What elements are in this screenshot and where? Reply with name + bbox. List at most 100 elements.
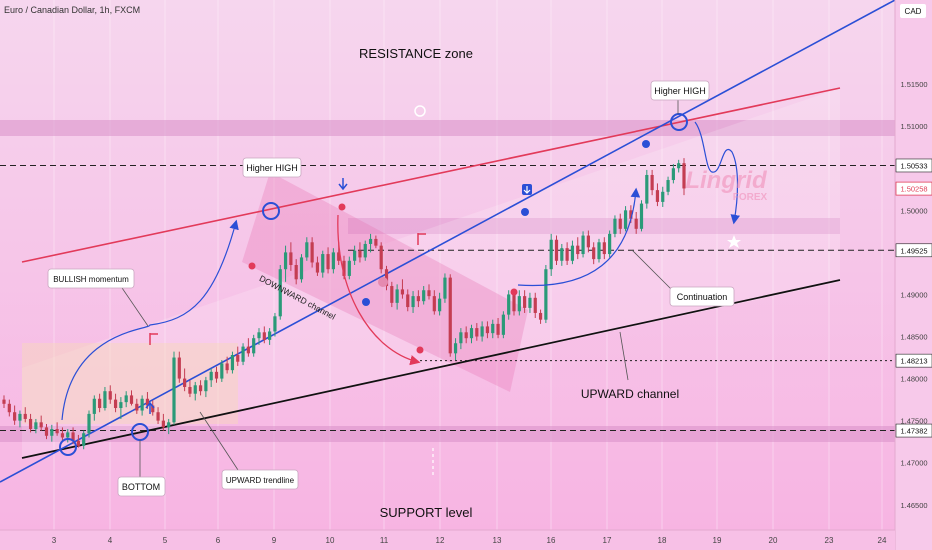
candle — [113, 393, 118, 413]
svg-text:1.47382: 1.47382 — [900, 427, 927, 436]
higher-high-2-callout: Higher HIGH — [650, 80, 710, 101]
svg-text:CAD: CAD — [905, 7, 922, 16]
time-tick-label: 19 — [713, 536, 722, 545]
currency-badge: CAD — [900, 4, 926, 18]
price-tick-label: 1.51500 — [900, 80, 927, 89]
candle — [225, 356, 229, 374]
upward-trendline — [0, 0, 896, 483]
svg-text:Higher HIGH: Higher HIGH — [654, 86, 706, 96]
candle — [549, 233, 553, 276]
time-tick-label: 23 — [825, 536, 834, 545]
svg-text:1.48213: 1.48213 — [900, 357, 927, 366]
candle — [241, 343, 245, 366]
price-axis-panel[interactable] — [895, 0, 932, 550]
candle — [586, 230, 590, 253]
candle — [92, 395, 96, 421]
price-tick-label: 1.47000 — [900, 459, 927, 468]
candle — [422, 286, 426, 305]
bullish-momentum-callout: BULLISH momentum — [47, 268, 135, 289]
candle — [432, 290, 436, 315]
candle — [448, 274, 452, 357]
candle — [60, 427, 65, 441]
price-tick-label: 1.48000 — [900, 375, 927, 384]
level-badge-support: 1.47382 — [895, 423, 932, 438]
higher-high-1-callout: Higher HIGH — [242, 157, 302, 178]
price-tick-label: 1.51000 — [900, 122, 927, 131]
trendline-pointer — [199, 411, 239, 471]
candle — [427, 284, 431, 300]
candle — [645, 169, 649, 209]
upward-channel-label: UPWARD channel — [581, 387, 679, 401]
time-axis-panel[interactable] — [0, 530, 895, 550]
time-tick-label: 16 — [547, 536, 556, 545]
candle — [310, 237, 314, 268]
candle — [528, 292, 532, 313]
bullish-pointer — [117, 281, 149, 327]
candle — [252, 334, 256, 357]
candle — [570, 240, 575, 265]
candle — [55, 422, 59, 436]
candle — [379, 242, 383, 274]
candle — [262, 326, 266, 344]
candle — [597, 238, 601, 263]
candle — [438, 292, 442, 316]
time-tick-label: 3 — [52, 536, 57, 545]
current-price-badge: 1.50258 — [895, 181, 932, 196]
candle — [634, 212, 638, 234]
star-icon — [727, 235, 741, 248]
candle — [666, 176, 670, 196]
candle — [177, 351, 181, 383]
continuation-arrow — [517, 187, 641, 287]
resistance-zone-label: RESISTANCE zone — [359, 46, 473, 61]
candle — [390, 281, 394, 308]
time-tick-label: 17 — [603, 536, 612, 545]
candle — [358, 242, 362, 263]
candle — [124, 391, 128, 408]
candle — [198, 380, 203, 396]
svg-text:UPWARD trendline: UPWARD trendline — [226, 476, 295, 485]
price-tick-label: 1.46500 — [900, 501, 927, 510]
candle — [87, 410, 91, 438]
time-tick-label: 6 — [216, 536, 221, 545]
support-level-label: SUPPORT level — [380, 505, 473, 520]
svg-text:BULLISH momentum: BULLISH momentum — [53, 275, 129, 284]
candle — [76, 434, 80, 448]
candle — [453, 338, 458, 361]
candle — [469, 324, 474, 344]
lingrid-logo: Lingrid FOREX — [685, 167, 768, 203]
candle — [384, 265, 389, 291]
candle — [273, 312, 277, 337]
candle — [374, 235, 378, 249]
candle — [151, 400, 155, 416]
candle — [347, 256, 351, 280]
candle — [400, 279, 405, 299]
candle — [650, 169, 654, 196]
candle — [289, 242, 293, 271]
candle — [661, 186, 665, 207]
candle — [119, 397, 123, 419]
candle — [639, 200, 644, 232]
svg-text:1.50258: 1.50258 — [900, 185, 927, 194]
upward-trendline-callout: UPWARD trendline — [221, 469, 299, 490]
level-badge-low: 1.48213 — [895, 353, 932, 368]
candle — [2, 395, 6, 409]
candle — [618, 213, 622, 234]
candle — [331, 248, 335, 274]
candle — [443, 273, 447, 303]
candle — [491, 319, 495, 339]
candle — [464, 326, 468, 344]
svg-text:Lingrid: Lingrid — [685, 167, 768, 194]
candle — [581, 231, 585, 258]
support-zone-band — [0, 426, 895, 442]
candle — [34, 418, 38, 434]
candle — [161, 413, 165, 431]
trendline-touches — [248, 140, 650, 354]
continuation-pointer — [631, 249, 673, 291]
time-tick-label: 12 — [436, 536, 445, 545]
candle — [576, 237, 580, 260]
candle — [140, 395, 144, 416]
candle — [305, 237, 309, 261]
price-levels — [0, 164, 895, 432]
candle — [554, 235, 559, 265]
